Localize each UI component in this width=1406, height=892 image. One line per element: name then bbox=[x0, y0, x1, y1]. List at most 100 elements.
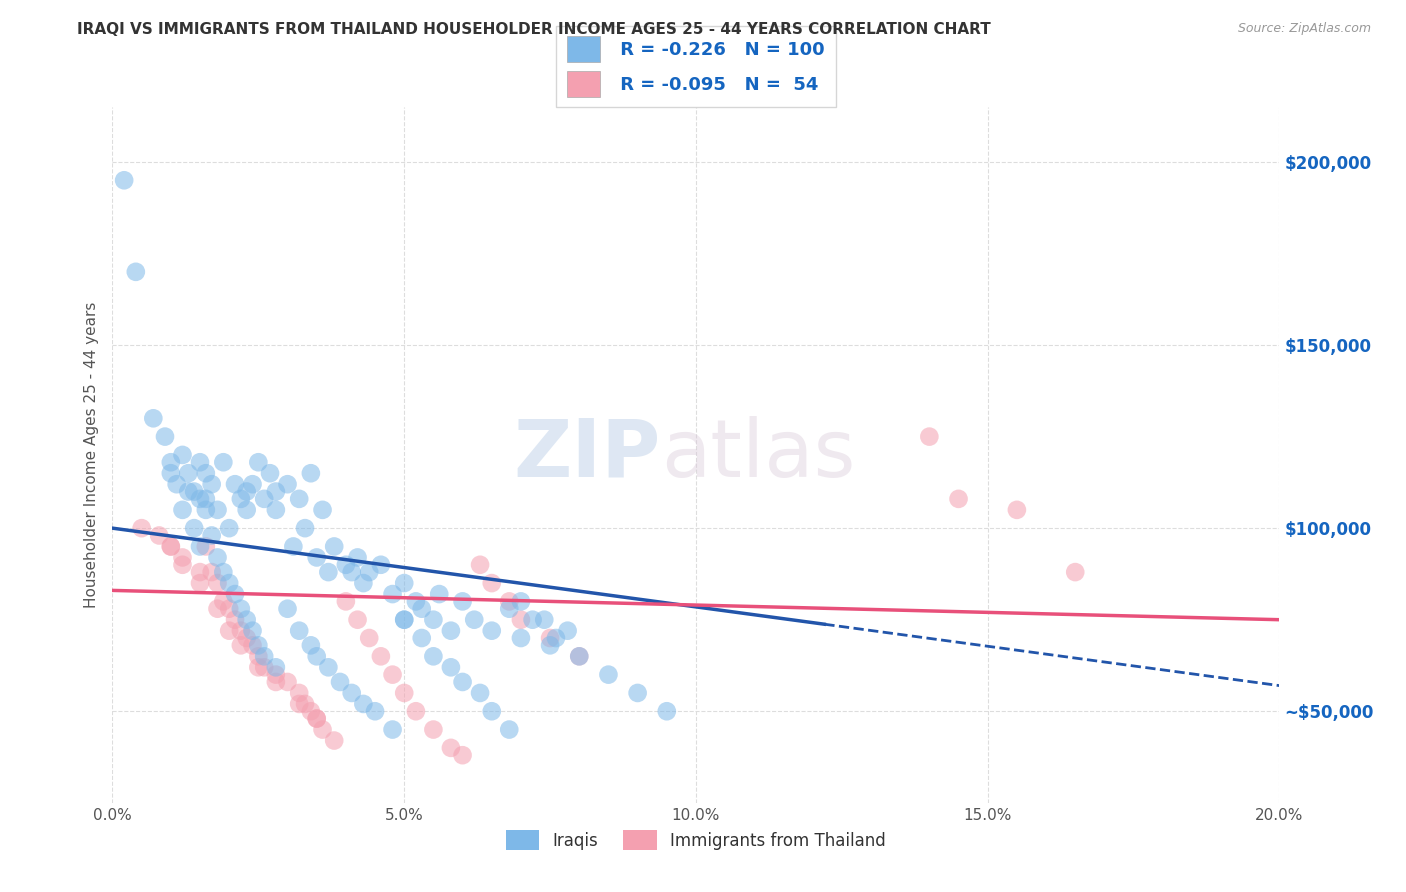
Point bbox=[509, 631, 531, 645]
Point bbox=[172, 550, 194, 565]
Point bbox=[247, 649, 270, 664]
Y-axis label: Householder Income Ages 25 - 44 years: Householder Income Ages 25 - 44 years bbox=[83, 301, 98, 608]
Point bbox=[1064, 565, 1087, 579]
Point bbox=[294, 697, 316, 711]
Point bbox=[194, 540, 217, 554]
Point bbox=[207, 576, 229, 591]
Point bbox=[242, 638, 264, 652]
Point bbox=[340, 565, 363, 579]
Point bbox=[318, 565, 340, 579]
Point bbox=[498, 601, 520, 615]
Point bbox=[288, 491, 311, 506]
Point bbox=[440, 624, 463, 638]
Point bbox=[522, 613, 544, 627]
Point bbox=[498, 594, 520, 608]
Point bbox=[253, 660, 276, 674]
Point bbox=[153, 429, 176, 443]
Point bbox=[394, 613, 416, 627]
Point bbox=[194, 467, 217, 481]
Point bbox=[194, 503, 217, 517]
Point bbox=[598, 667, 620, 681]
Point bbox=[235, 503, 257, 517]
Text: atlas: atlas bbox=[661, 416, 855, 494]
Point bbox=[283, 540, 305, 554]
Point bbox=[370, 649, 392, 664]
Point bbox=[235, 613, 257, 627]
Point bbox=[405, 704, 427, 718]
Point bbox=[299, 638, 322, 652]
Point bbox=[188, 540, 211, 554]
Point bbox=[160, 455, 183, 469]
Point bbox=[229, 638, 252, 652]
Point bbox=[359, 565, 381, 579]
Point bbox=[627, 686, 650, 700]
Point bbox=[264, 503, 287, 517]
Point bbox=[329, 675, 352, 690]
Point bbox=[305, 550, 328, 565]
Point bbox=[276, 601, 298, 615]
Point bbox=[394, 576, 416, 591]
Point bbox=[264, 667, 287, 681]
Point bbox=[305, 649, 328, 664]
Point bbox=[247, 660, 270, 674]
Point bbox=[364, 704, 387, 718]
Point bbox=[422, 613, 444, 627]
Point bbox=[440, 740, 463, 755]
Point bbox=[427, 587, 450, 601]
Point bbox=[346, 613, 368, 627]
Point bbox=[305, 712, 328, 726]
Point bbox=[451, 594, 474, 608]
Point bbox=[352, 576, 374, 591]
Legend: Iraqis, Immigrants from Thailand: Iraqis, Immigrants from Thailand bbox=[499, 823, 893, 857]
Point bbox=[359, 631, 381, 645]
Point bbox=[142, 411, 165, 425]
Point bbox=[125, 265, 148, 279]
Point bbox=[335, 594, 357, 608]
Point bbox=[229, 601, 252, 615]
Point bbox=[323, 733, 346, 747]
Point bbox=[229, 624, 252, 638]
Point bbox=[411, 631, 433, 645]
Point bbox=[224, 587, 246, 601]
Point bbox=[188, 491, 211, 506]
Point bbox=[188, 455, 211, 469]
Point bbox=[259, 467, 281, 481]
Point bbox=[242, 477, 264, 491]
Point bbox=[112, 173, 135, 187]
Point bbox=[481, 576, 503, 591]
Point bbox=[451, 675, 474, 690]
Point bbox=[318, 660, 340, 674]
Point bbox=[242, 624, 264, 638]
Point bbox=[183, 521, 205, 535]
Point bbox=[299, 467, 322, 481]
Point bbox=[405, 594, 427, 608]
Point bbox=[201, 477, 224, 491]
Point bbox=[533, 613, 555, 627]
Point bbox=[166, 477, 188, 491]
Point bbox=[288, 624, 311, 638]
Point bbox=[288, 697, 311, 711]
Point bbox=[294, 521, 316, 535]
Point bbox=[509, 613, 531, 627]
Text: IRAQI VS IMMIGRANTS FROM THAILAND HOUSEHOLDER INCOME AGES 25 - 44 YEARS CORRELAT: IRAQI VS IMMIGRANTS FROM THAILAND HOUSEH… bbox=[77, 22, 991, 37]
Point bbox=[288, 686, 311, 700]
Point bbox=[218, 521, 240, 535]
Point bbox=[538, 631, 561, 645]
Point bbox=[311, 503, 333, 517]
Point bbox=[212, 455, 235, 469]
Point bbox=[172, 448, 194, 462]
Point bbox=[463, 613, 485, 627]
Point bbox=[218, 576, 240, 591]
Point bbox=[557, 624, 579, 638]
Point bbox=[352, 697, 374, 711]
Point bbox=[207, 550, 229, 565]
Point bbox=[229, 491, 252, 506]
Point bbox=[276, 477, 298, 491]
Point bbox=[177, 484, 200, 499]
Point bbox=[323, 540, 346, 554]
Point bbox=[253, 649, 276, 664]
Point bbox=[381, 723, 404, 737]
Point bbox=[224, 477, 246, 491]
Point bbox=[411, 601, 433, 615]
Point bbox=[172, 558, 194, 572]
